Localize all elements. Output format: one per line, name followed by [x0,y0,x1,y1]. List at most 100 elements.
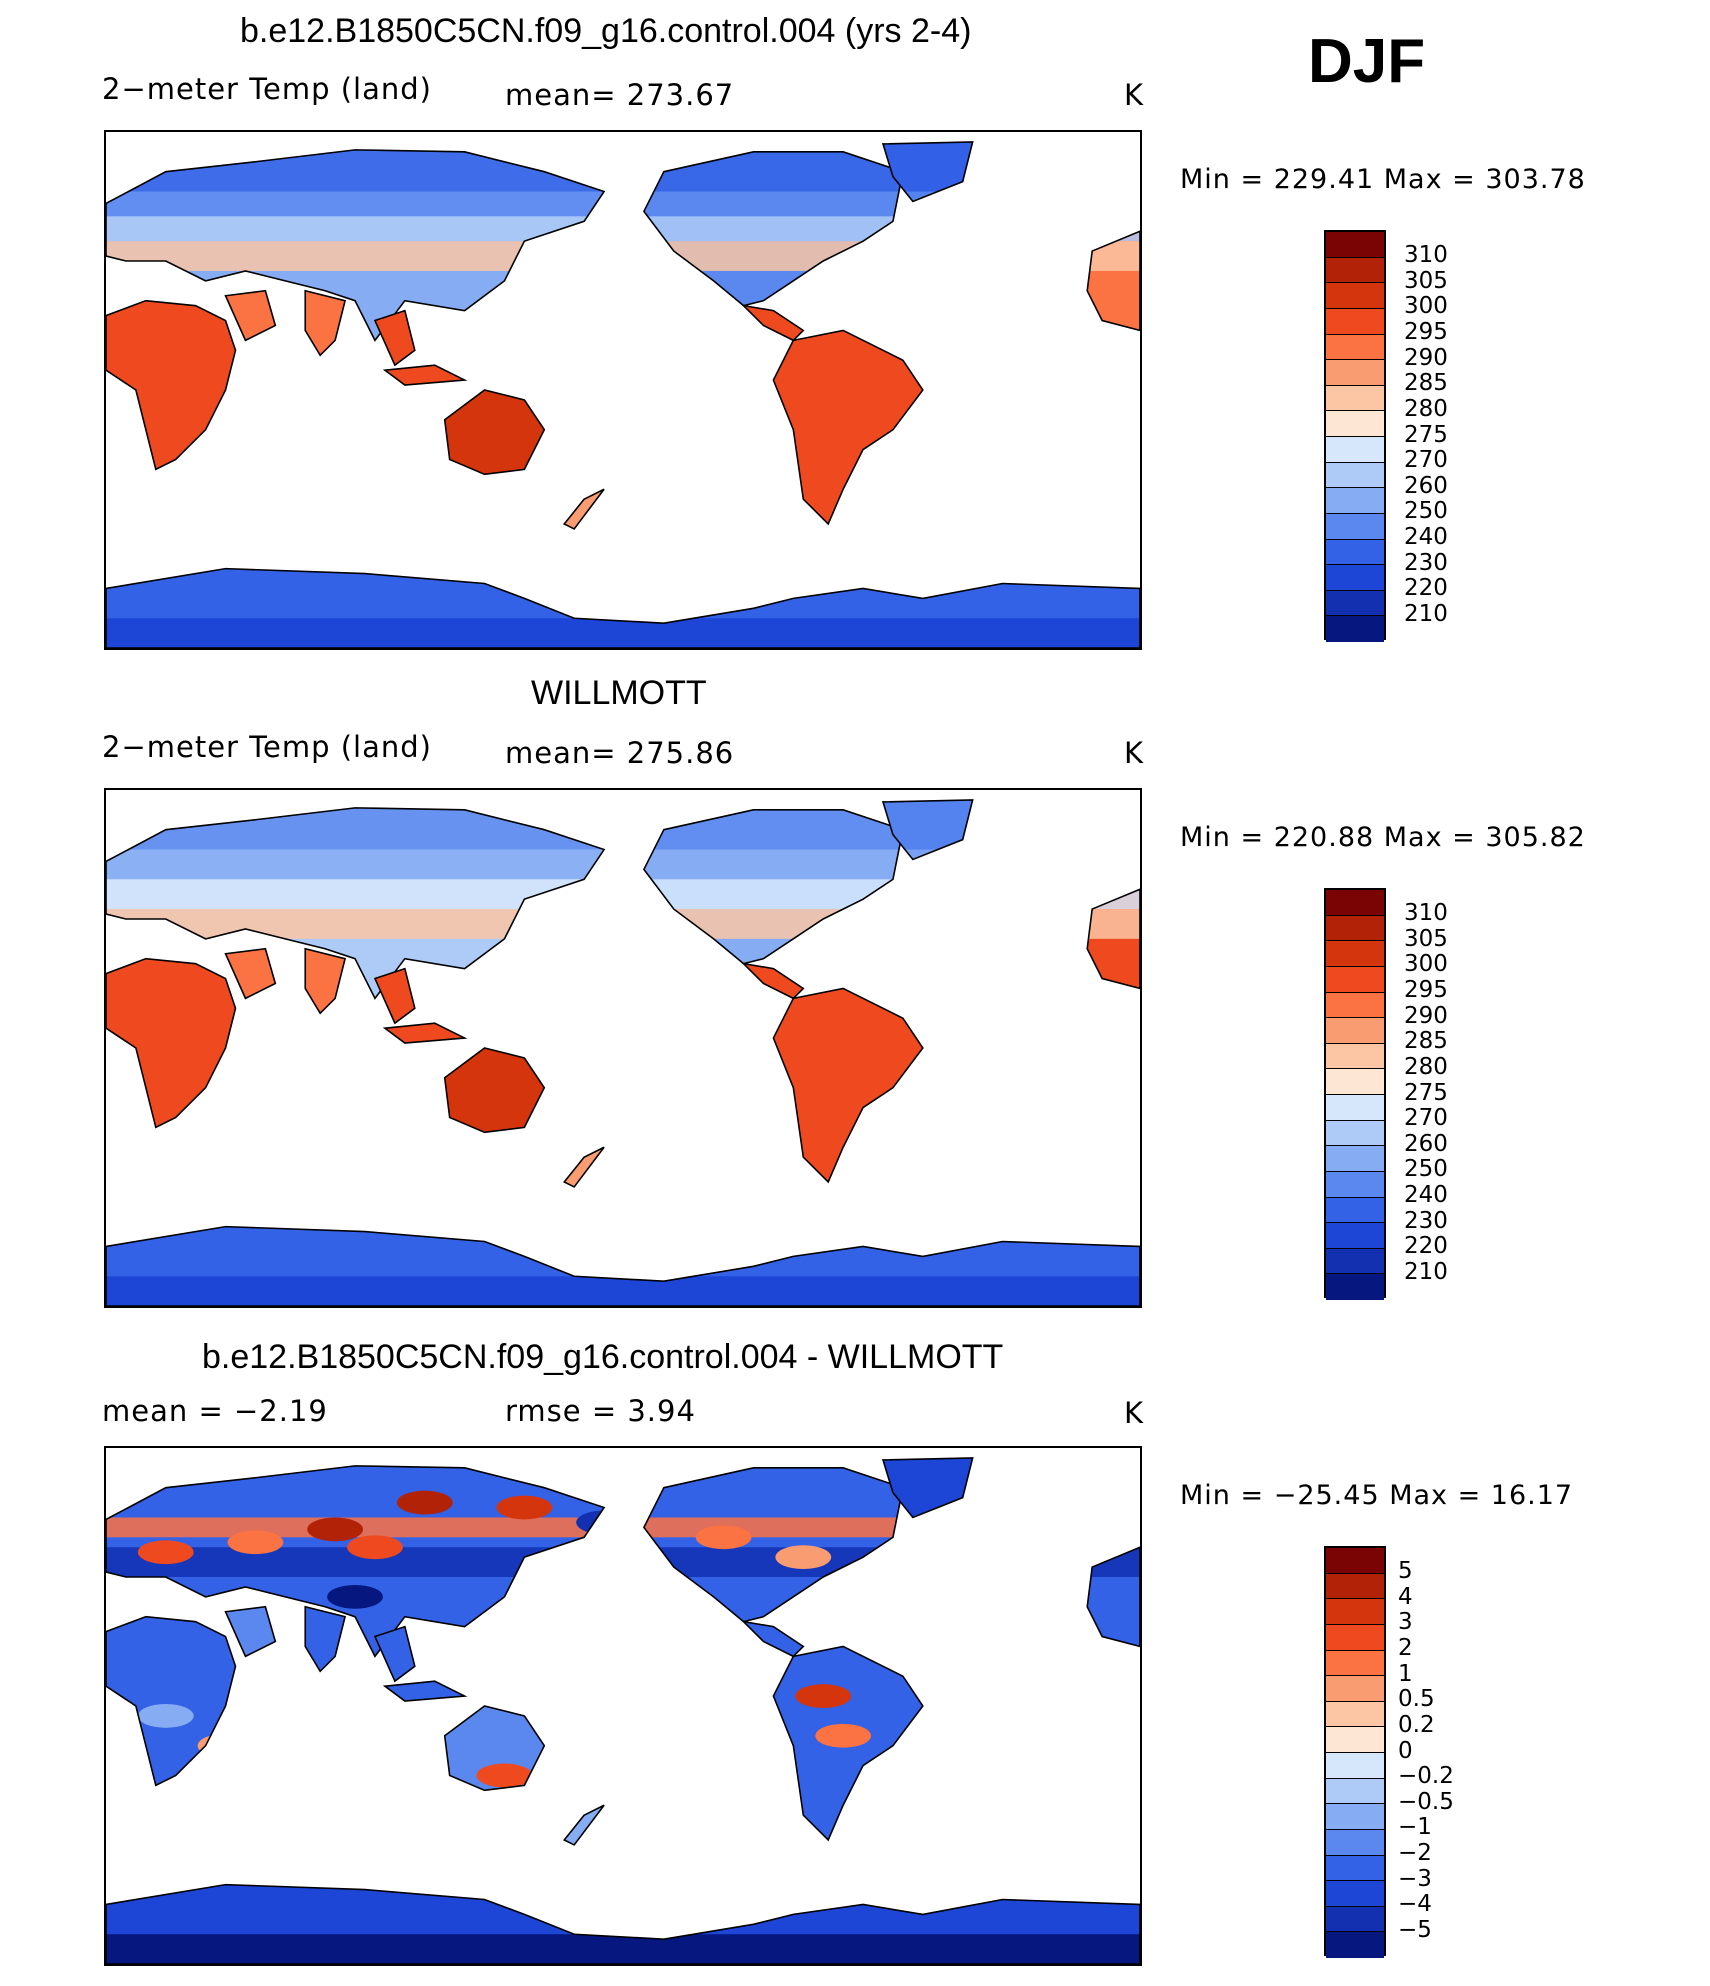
colorbar-swatch [1326,1778,1384,1805]
colorbar-swatch [1326,334,1384,361]
coastline [304,289,347,357]
colorbar-tick-label: 260 [1404,1130,1448,1157]
colorbar-tick-label: 220 [1404,575,1448,602]
colorbar-tick-label: 305 [1404,925,1448,952]
colorbar-swatch [1326,257,1384,284]
colorbar-swatch [1326,513,1384,540]
coastline [304,1605,347,1673]
panel-1-variable-label: 2−meter Temp (land) [102,72,432,106]
colorbar-tick-label: 305 [1404,267,1448,294]
colorbar-swatch [1326,1120,1384,1147]
colorbar-swatch [1326,232,1384,258]
panel-3-units-label: K [1124,1396,1145,1430]
panel-1-title: b.e12.B1850C5CN.f09_g16.control.004 (yrs… [240,12,972,50]
panel-3-title: b.e12.B1850C5CN.f09_g16.control.004 - WI… [202,1338,1004,1376]
colorbar-swatch [1326,1855,1384,1882]
colorbar-tick-label: 2 [1398,1635,1413,1661]
panel-2-title: WILLMOTT [531,674,707,712]
colorbar-swatch [1326,1548,1384,1574]
colorbar-tick-label: 4 [1398,1583,1413,1610]
colorbar-tick-label: 310 [1404,242,1448,269]
colorbar-tick-label: −0.2 [1398,1763,1454,1790]
colorbar-tick-label: −0.5 [1398,1788,1454,1815]
colorbar-tick-label: 310 [1404,900,1448,927]
colorbar-tick-label: 290 [1404,1002,1448,1029]
panel-3-rmse-label: rmse = 3.94 [505,1394,696,1428]
colorbar-swatch [1326,565,1384,591]
colorbar-tick-label: 280 [1404,1053,1448,1080]
coastline [304,947,347,1015]
panel-2-min-max: Min = 220.88 Max = 305.82 [1180,822,1586,853]
coastline [106,299,237,471]
colorbar-swatch [1326,1932,1384,1958]
panel-1-min-max: Min = 229.41 Max = 303.78 [1180,164,1586,195]
colorbar-swatch [1326,1197,1384,1224]
panel-1-map [104,130,1142,650]
colorbar-swatch [1326,1650,1384,1677]
colorbar-swatch [1326,992,1384,1019]
colorbar-tick-label: 260 [1404,472,1448,499]
colorbar-tick-label: 1 [1398,1660,1413,1687]
coastline [373,1625,416,1683]
colorbar-tick-label: 0.5 [1398,1686,1435,1713]
colorbar-tick-label: 285 [1404,370,1448,397]
colorbar-tick-label: 0.2 [1398,1711,1435,1738]
colorbar-swatch [1326,1095,1384,1121]
colorbar-tick-label: 275 [1404,421,1448,448]
colorbar-swatch [1326,308,1384,335]
panel-3-min-max: Min = −25.45 Max = 16.17 [1180,1480,1574,1511]
coastline [642,809,904,965]
colorbar-swatch [1326,1881,1384,1907]
coastline [382,1022,468,1044]
colorbar-tick-label: 295 [1404,319,1448,345]
colorbar-swatch [1326,360,1384,386]
colorbar-swatch [1326,283,1384,309]
panel-2-units-label: K [1124,736,1145,770]
colorbar-swatch [1326,1069,1384,1095]
coastline [106,957,237,1129]
colorbar-swatch [1326,488,1384,514]
coastline [881,799,974,861]
coastline [772,987,924,1184]
colorbar-swatch [1326,941,1384,967]
colorbar-swatch [1326,1573,1384,1600]
coastline [443,1705,546,1792]
coastline [106,149,606,342]
colorbar-tick-label: 240 [1404,1182,1448,1208]
coastline [106,1615,237,1787]
coastline [106,1883,1140,1964]
colorbar-swatch [1326,1624,1384,1651]
coastline [1086,230,1140,332]
coastline [881,1457,974,1519]
coastline [382,364,468,386]
colorbar-swatch [1326,616,1384,642]
colorbar-tick-label: 210 [1404,1258,1448,1285]
coastline [443,1047,546,1134]
colorbar-tick-label: 220 [1404,1233,1448,1260]
coastline [741,304,805,342]
colorbar-tick-label: −3 [1398,1865,1432,1892]
panel-2-map [104,788,1142,1308]
colorbar-swatch [1326,1676,1384,1702]
coastline [382,1680,468,1702]
coastline [224,1605,277,1658]
colorbar-tick-label: 210 [1404,600,1448,627]
coastline [772,1645,924,1842]
colorbar-swatch [1326,411,1384,437]
colorbar-swatch [1326,437,1384,463]
colorbar-tick-label: 5 [1398,1558,1413,1585]
colorbar-tick-label: 280 [1404,395,1448,422]
colorbar-swatch [1326,590,1384,617]
coastline [106,807,606,1000]
colorbar-tick-label: 300 [1404,293,1448,320]
colorbar-tick-label: −1 [1398,1814,1432,1841]
coastline [562,488,605,530]
coastline [1086,888,1140,990]
panel-2-colorbar [1324,888,1386,1300]
world-map [106,799,1140,1306]
coastline [106,1465,606,1658]
colorbar-tick-label: 250 [1404,498,1448,525]
colorbar-tick-label: −2 [1398,1840,1432,1866]
panel-1-mean-label: mean= 273.67 [505,78,735,112]
coastline [642,151,904,307]
